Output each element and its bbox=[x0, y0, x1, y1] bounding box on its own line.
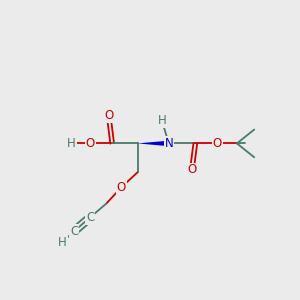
Text: H: H bbox=[158, 114, 166, 127]
Text: C: C bbox=[70, 225, 78, 238]
Text: O: O bbox=[187, 164, 196, 176]
Text: O: O bbox=[85, 137, 95, 150]
Text: H: H bbox=[68, 137, 76, 150]
Text: O: O bbox=[213, 137, 222, 150]
Text: N: N bbox=[164, 137, 173, 150]
Text: O: O bbox=[117, 181, 126, 194]
Polygon shape bbox=[138, 141, 169, 146]
Text: C: C bbox=[86, 211, 94, 224]
Text: O: O bbox=[104, 109, 113, 122]
Text: H: H bbox=[58, 236, 67, 249]
